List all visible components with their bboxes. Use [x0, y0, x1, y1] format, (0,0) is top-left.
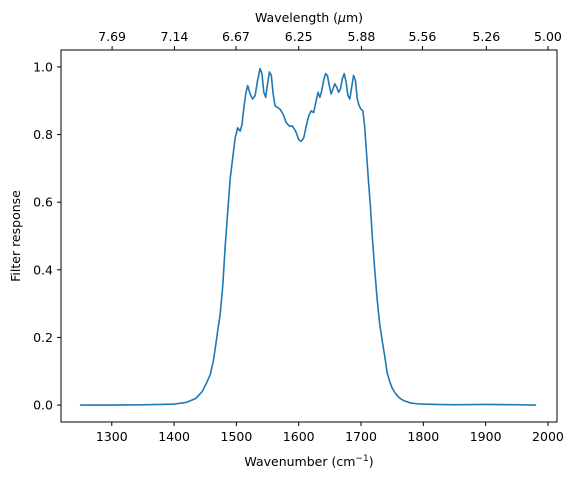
x-tick-label: 1800: [407, 429, 439, 444]
top-x-axis-label: Wavelength (μm): [255, 10, 363, 25]
x-tick-label: 2000: [532, 429, 564, 444]
y-tick-label: 1.0: [33, 59, 53, 74]
plot-frame: [60, 49, 558, 423]
top-tick-label: 7.14: [161, 29, 189, 44]
x-tick-label: 1400: [158, 429, 190, 444]
bottom-x-axis: 1300 1400 1500 1600 1700 1800 1900 2000: [96, 422, 564, 444]
top-tick-label: 5.26: [472, 29, 500, 44]
top-tick-label: 5.00: [534, 29, 562, 44]
y-tick-label: 0.2: [33, 330, 53, 345]
y-axis: 0.0 0.2 0.4 0.6 0.8 1.0: [33, 59, 61, 413]
x-tick-label: 1600: [283, 429, 315, 444]
x-tick-label: 1300: [96, 429, 128, 444]
series-line-0: [79, 67, 537, 406]
x-axis-label: Wavenumber (cm−1): [244, 454, 373, 469]
y-tick-label: 0.4: [33, 262, 53, 277]
top-x-axis: 7.69 7.14 6.67 6.25 5.88 5.56 5.26 5.00: [98, 29, 562, 50]
x-tick-label: 1900: [470, 429, 502, 444]
y-tick-label: 0.8: [33, 127, 53, 142]
top-tick-label: 6.25: [285, 29, 313, 44]
x-tick-label: 1500: [221, 429, 253, 444]
series-layer: [79, 67, 537, 406]
top-tick-label: 5.88: [348, 29, 376, 44]
y-axis-label: Filter response: [8, 190, 23, 282]
top-tick-label: 7.69: [98, 29, 126, 44]
top-tick-label: 5.56: [409, 29, 437, 44]
x-tick-label: 1700: [345, 429, 377, 444]
y-tick-label: 0.6: [33, 195, 53, 210]
plot-area: [61, 50, 557, 422]
y-tick-label: 0.0: [33, 398, 53, 413]
top-tick-label: 6.67: [222, 29, 250, 44]
